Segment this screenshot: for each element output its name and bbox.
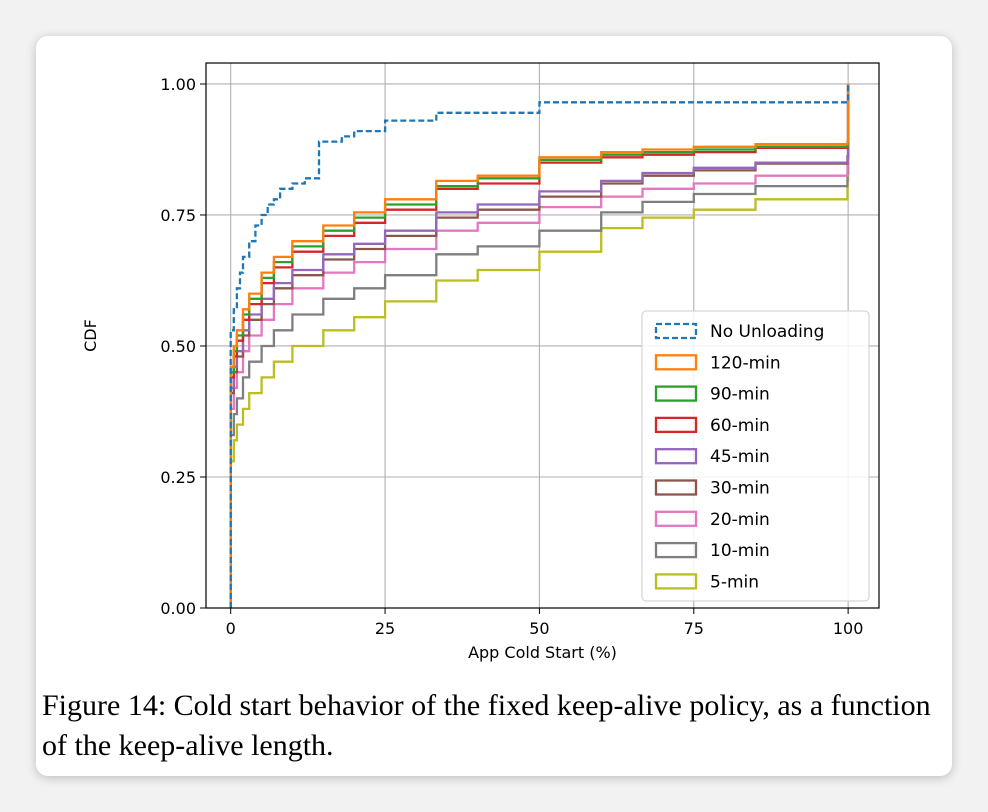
legend-label-30-min: 30-min bbox=[710, 479, 770, 499]
x-axis-title: App Cold Start (%) bbox=[468, 643, 617, 662]
figure-card: 0 25 50 75 100 0.00 0.25 0.50 0.75 1.00 App Cold … bbox=[36, 36, 952, 776]
y-tick-label: 0.50 bbox=[160, 337, 196, 356]
legend-label-90-min: 90-min bbox=[710, 385, 770, 405]
axis-ticks: 0 25 50 75 100 0.00 0.25 0.50 0.75 1.00 bbox=[160, 75, 863, 638]
x-tick-label: 50 bbox=[529, 619, 549, 638]
legend-swatch-45-min bbox=[654, 448, 698, 465]
legend-swatch-10-min bbox=[654, 541, 698, 559]
legend-label-5-min: 5-min bbox=[710, 572, 759, 592]
x-tick-label: 75 bbox=[684, 619, 704, 638]
x-tick-label: 25 bbox=[375, 619, 395, 638]
axes-frame bbox=[205, 62, 880, 609]
legend-label-120-min: 120-min bbox=[710, 353, 781, 373]
x-tick-label: 0 bbox=[226, 619, 236, 638]
legend-swatch-60-min bbox=[654, 416, 698, 434]
legend-swatch-no-unloading bbox=[654, 322, 698, 340]
cdf-chart: 0 25 50 75 100 0.00 0.25 0.50 0.75 1.00 App Cold … bbox=[81, 62, 880, 662]
y-tick-label: 1.00 bbox=[160, 75, 196, 94]
legend: No Unloading 120-min 90-min 60-min 45-min 30-… bbox=[641, 310, 870, 602]
series-lines bbox=[229, 84, 850, 608]
legend-label-20-min: 20-min bbox=[710, 510, 770, 530]
series-line-5-min bbox=[229, 84, 850, 608]
y-tick-label: 0.00 bbox=[160, 599, 196, 618]
series-line-120-min bbox=[229, 84, 850, 608]
y-axis-title: CDF bbox=[81, 319, 100, 352]
legend-swatch-90-min bbox=[654, 385, 698, 402]
legend-label-no-unloading: No Unloading bbox=[710, 322, 824, 342]
y-tick-label: 0.75 bbox=[160, 206, 196, 225]
legend-swatch-20-min bbox=[654, 510, 698, 527]
y-tick-label: 0.25 bbox=[160, 468, 196, 487]
legend-label-60-min: 60-min bbox=[710, 416, 770, 436]
legend-box bbox=[641, 310, 870, 602]
series-line-10-min bbox=[229, 84, 850, 608]
series-line-no-unloading bbox=[229, 84, 850, 608]
legend-label-10-min: 10-min bbox=[710, 541, 770, 561]
figure-caption: Figure 14: Cold start behavior of the fi… bbox=[42, 689, 931, 762]
series-line-20-min bbox=[229, 84, 850, 608]
legend-swatch-120-min bbox=[654, 354, 698, 371]
x-tick-label: 100 bbox=[833, 619, 864, 638]
legend-swatch-30-min bbox=[654, 479, 698, 496]
legend-label-45-min: 45-min bbox=[710, 447, 770, 467]
legend-swatch-5-min bbox=[654, 573, 698, 590]
